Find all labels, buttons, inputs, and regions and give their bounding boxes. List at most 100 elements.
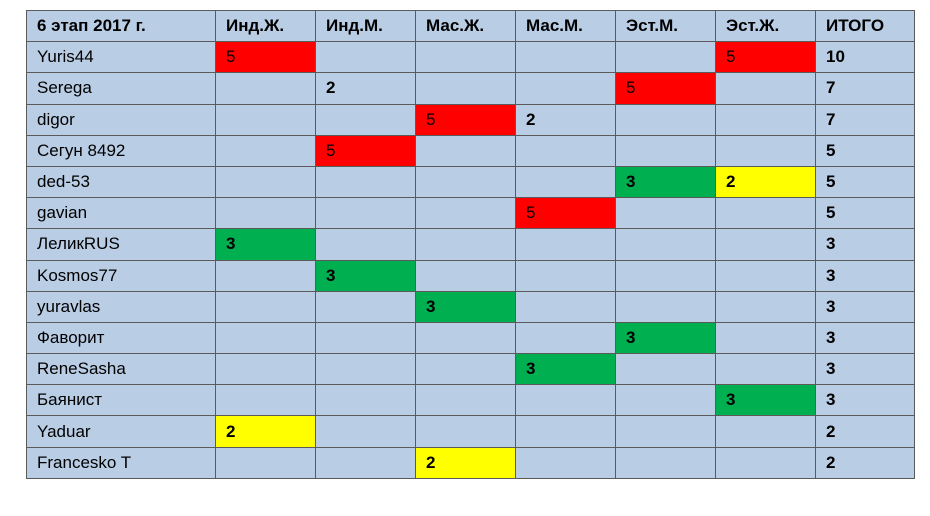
score-cell-mas-w xyxy=(415,321,516,355)
header-mas-m: Мас.М. xyxy=(515,9,616,43)
score-cell-est-w xyxy=(715,290,816,323)
score-cell-ind-w xyxy=(215,197,316,230)
score-cell-ind-m: 5 xyxy=(315,134,416,167)
table-row: gavian 5 5 xyxy=(26,197,915,230)
participant-name: gavian xyxy=(26,197,216,230)
score-cell-mas-w xyxy=(415,353,516,386)
score-cell-est-w xyxy=(715,197,816,230)
score-cell-ind-w xyxy=(215,353,316,386)
participant-name: ded-53 xyxy=(26,165,216,199)
score-cell-mas-m xyxy=(515,446,616,479)
header-ind-m: Инд.М. xyxy=(315,9,416,43)
table-row: Yuris44 5 5 10 xyxy=(26,41,915,74)
score-cell-mas-w xyxy=(415,165,516,199)
score-cell-mas-m xyxy=(515,415,616,448)
header-stage: 6 этап 2017 г. xyxy=(26,9,216,43)
participant-name: Francesko T xyxy=(26,446,216,479)
participant-name: Serega xyxy=(26,72,216,105)
score-cell-ind-m xyxy=(315,41,416,74)
score-cell-ind-m xyxy=(315,384,416,417)
table-body: Yuris44 5 5 10 Serega 2 5 7 digor 5 2 7 Сегун 8492 5 5… xyxy=(26,41,915,479)
results-table-wrapper: 6 этап 2017 г. Инд.Ж. Инд.М. Мас.Ж. Мас.… xyxy=(26,9,915,479)
total-cell: 3 xyxy=(815,290,915,323)
total-cell: 3 xyxy=(815,228,915,261)
score-cell-est-m xyxy=(615,290,716,323)
score-cell-ind-w xyxy=(215,103,316,136)
total-cell: 5 xyxy=(815,165,915,199)
score-cell-mas-m xyxy=(515,384,616,417)
participant-name: Yuris44 xyxy=(26,41,216,74)
score-cell-est-w: 3 xyxy=(715,384,816,417)
total-cell: 3 xyxy=(815,321,915,355)
header-mas-w: Мас.Ж. xyxy=(415,9,516,43)
score-cell-mas-w xyxy=(415,415,516,448)
score-cell-mas-m: 5 xyxy=(515,197,616,230)
score-cell-mas-w xyxy=(415,384,516,417)
score-cell-est-w xyxy=(715,353,816,386)
table-row: ded-53 3 2 5 xyxy=(26,165,915,199)
score-cell-est-m xyxy=(615,41,716,74)
table-row: ЛеликRUS 3 3 xyxy=(26,228,915,261)
score-cell-ind-w xyxy=(215,446,316,479)
table-row: Фаворит 3 3 xyxy=(26,321,915,355)
total-cell: 3 xyxy=(815,353,915,386)
score-cell-est-w xyxy=(715,321,816,355)
score-cell-est-m: 3 xyxy=(615,321,716,355)
score-cell-est-w xyxy=(715,103,816,136)
table-row: Yaduar 2 2 xyxy=(26,415,915,448)
table-header: 6 этап 2017 г. Инд.Ж. Инд.М. Мас.Ж. Мас.… xyxy=(26,9,915,43)
score-cell-mas-w: 3 xyxy=(415,290,516,323)
score-cell-mas-w: 5 xyxy=(415,103,516,136)
score-cell-mas-w xyxy=(415,228,516,261)
score-cell-mas-m: 2 xyxy=(515,103,616,136)
score-cell-est-m xyxy=(615,103,716,136)
score-cell-mas-m xyxy=(515,228,616,261)
score-cell-ind-m xyxy=(315,415,416,448)
score-cell-mas-m xyxy=(515,165,616,199)
score-cell-ind-w: 5 xyxy=(215,41,316,74)
score-cell-ind-w xyxy=(215,321,316,355)
total-cell: 5 xyxy=(815,134,915,167)
score-cell-est-m xyxy=(615,446,716,479)
score-cell-ind-w xyxy=(215,134,316,167)
header-est-m: Эст.М. xyxy=(615,9,716,43)
header-total: ИТОГО xyxy=(815,9,915,43)
score-cell-ind-w: 3 xyxy=(215,228,316,261)
total-cell: 2 xyxy=(815,446,915,479)
score-cell-ind-m xyxy=(315,446,416,479)
total-cell: 5 xyxy=(815,197,915,230)
score-cell-ind-m xyxy=(315,353,416,386)
total-cell: 2 xyxy=(815,415,915,448)
table-row: Serega 2 5 7 xyxy=(26,72,915,105)
header-est-w: Эст.Ж. xyxy=(715,9,816,43)
score-cell-est-w: 5 xyxy=(715,41,816,74)
results-table: 6 этап 2017 г. Инд.Ж. Инд.М. Мас.Ж. Мас.… xyxy=(26,9,915,479)
participant-name: Фаворит xyxy=(26,321,216,355)
total-cell: 7 xyxy=(815,103,915,136)
score-cell-est-w xyxy=(715,72,816,105)
table-row: Francesko T 2 2 xyxy=(26,446,915,479)
score-cell-mas-m xyxy=(515,72,616,105)
table-row: ReneSasha 3 3 xyxy=(26,353,915,386)
score-cell-ind-m xyxy=(315,197,416,230)
total-cell: 10 xyxy=(815,41,915,74)
participant-name: ЛеликRUS xyxy=(26,228,216,261)
score-cell-est-m: 3 xyxy=(615,165,716,199)
score-cell-est-m xyxy=(615,353,716,386)
score-cell-est-m: 5 xyxy=(615,72,716,105)
score-cell-ind-m xyxy=(315,165,416,199)
score-cell-mas-w xyxy=(415,259,516,292)
total-cell: 3 xyxy=(815,384,915,417)
participant-name: yuravlas xyxy=(26,290,216,323)
score-cell-ind-w: 2 xyxy=(215,415,316,448)
score-cell-ind-m xyxy=(315,290,416,323)
score-cell-mas-w xyxy=(415,197,516,230)
score-cell-est-w xyxy=(715,259,816,292)
score-cell-mas-m xyxy=(515,259,616,292)
participant-name: Баянист xyxy=(26,384,216,417)
score-cell-est-m xyxy=(615,197,716,230)
score-cell-ind-w xyxy=(215,165,316,199)
score-cell-mas-m xyxy=(515,41,616,74)
table-row: Kosmos77 3 3 xyxy=(26,259,915,292)
score-cell-est-w xyxy=(715,415,816,448)
